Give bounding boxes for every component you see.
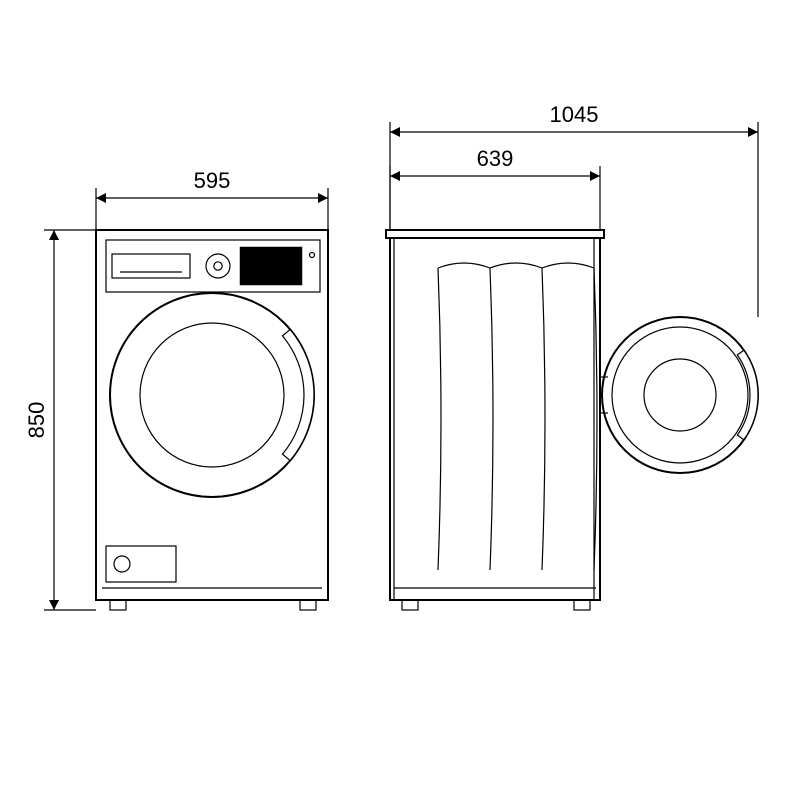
dim-label-depth-door-open: 1045 [550,102,599,127]
dim-label-depth-body: 639 [477,146,514,171]
side-view [386,230,758,610]
front-view [96,230,328,610]
dimension-lines [44,122,758,610]
dim-label-width-front: 595 [194,168,231,193]
appliance-dimension-diagram: 850 595 639 1045 [0,0,800,800]
dim-label-height: 850 [24,402,49,439]
